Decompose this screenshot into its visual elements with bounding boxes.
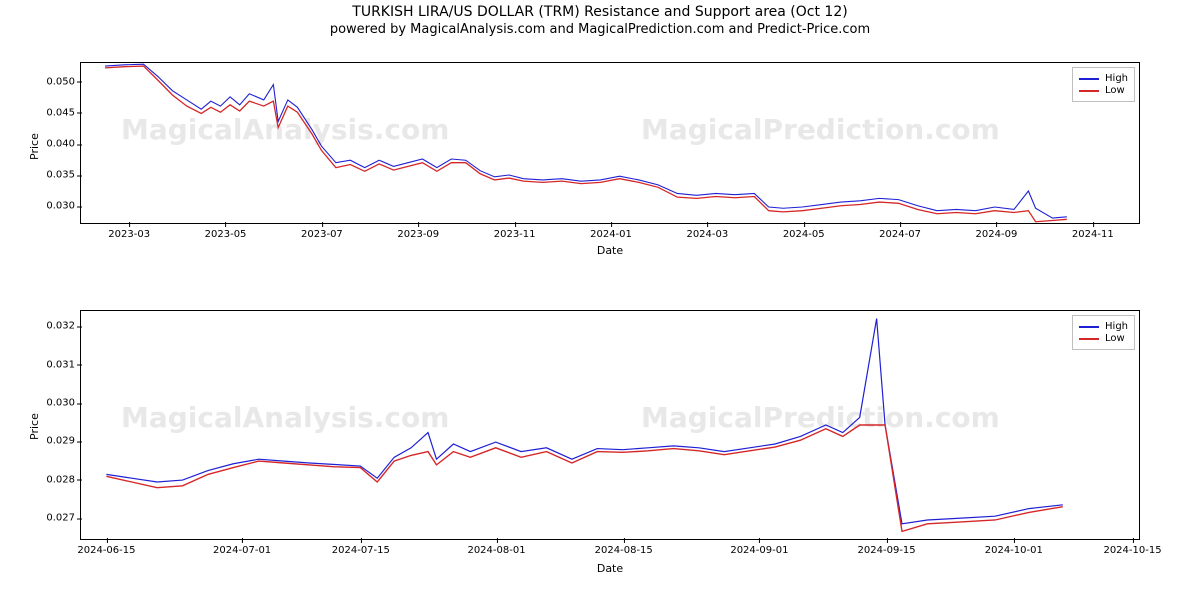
- x-tick: 2024-08-01: [467, 539, 525, 556]
- plot-svg-bottom: [81, 311, 1139, 539]
- y-tick: 0.028: [46, 474, 81, 485]
- x-tick: 2024-03: [686, 223, 728, 240]
- y-tick: 0.040: [46, 139, 81, 150]
- legend-label: High: [1105, 73, 1128, 84]
- chart-title: TURKISH LIRA/US DOLLAR (TRM) Resistance …: [0, 4, 1200, 20]
- x-tick: 2023-09: [397, 223, 439, 240]
- x-tick: 2024-07-15: [332, 539, 390, 556]
- x-axis-label: Date: [80, 562, 1140, 575]
- x-tick: 2024-09-15: [858, 539, 916, 556]
- legend-item-high: High: [1079, 321, 1128, 332]
- y-tick: 0.032: [46, 321, 81, 332]
- x-axis-label: Date: [80, 244, 1140, 257]
- y-tick: 0.030: [46, 398, 81, 409]
- legend-item-low: Low: [1079, 85, 1128, 96]
- legend-item-low: Low: [1079, 333, 1128, 344]
- y-axis-label: Price: [28, 133, 41, 160]
- plot-svg-top: [81, 63, 1139, 223]
- chart-titles: TURKISH LIRA/US DOLLAR (TRM) Resistance …: [0, 0, 1200, 37]
- x-tick: 2024-09-01: [730, 539, 788, 556]
- x-tick: 2024-05: [783, 223, 825, 240]
- y-tick: 0.030: [46, 201, 81, 212]
- chart-panel-bottom: MagicalAnalysis.com MagicalPrediction.co…: [80, 310, 1140, 540]
- x-tick: 2023-03: [108, 223, 150, 240]
- x-tick: 2024-06-15: [77, 539, 135, 556]
- x-tick: 2024-01: [590, 223, 632, 240]
- y-tick: 0.045: [46, 107, 81, 118]
- x-tick: 2024-10-01: [985, 539, 1043, 556]
- y-tick: 0.035: [46, 170, 81, 181]
- y-tick: 0.029: [46, 436, 81, 447]
- y-tick: 0.050: [46, 76, 81, 87]
- x-tick: 2024-07-01: [213, 539, 271, 556]
- legend: High Low: [1072, 315, 1135, 350]
- legend-label: Low: [1105, 333, 1125, 344]
- x-tick: 2024-07: [879, 223, 921, 240]
- legend: High Low: [1072, 67, 1135, 102]
- chart-subtitle: powered by MagicalAnalysis.com and Magic…: [0, 22, 1200, 37]
- y-tick: 0.031: [46, 359, 81, 370]
- x-tick: 2024-10-15: [1103, 539, 1161, 556]
- y-tick: 0.027: [46, 513, 81, 524]
- legend-label: Low: [1105, 85, 1125, 96]
- y-axis-label: Price: [28, 413, 41, 440]
- x-tick: 2024-11: [1072, 223, 1114, 240]
- x-tick: 2023-07: [301, 223, 343, 240]
- x-tick: 2023-11: [494, 223, 536, 240]
- legend-label: High: [1105, 321, 1128, 332]
- x-tick: 2023-05: [205, 223, 247, 240]
- x-tick: 2024-08-15: [595, 539, 653, 556]
- x-tick: 2024-09: [976, 223, 1018, 240]
- chart-panel-top: MagicalAnalysis.com MagicalPrediction.co…: [80, 62, 1140, 224]
- legend-item-high: High: [1079, 73, 1128, 84]
